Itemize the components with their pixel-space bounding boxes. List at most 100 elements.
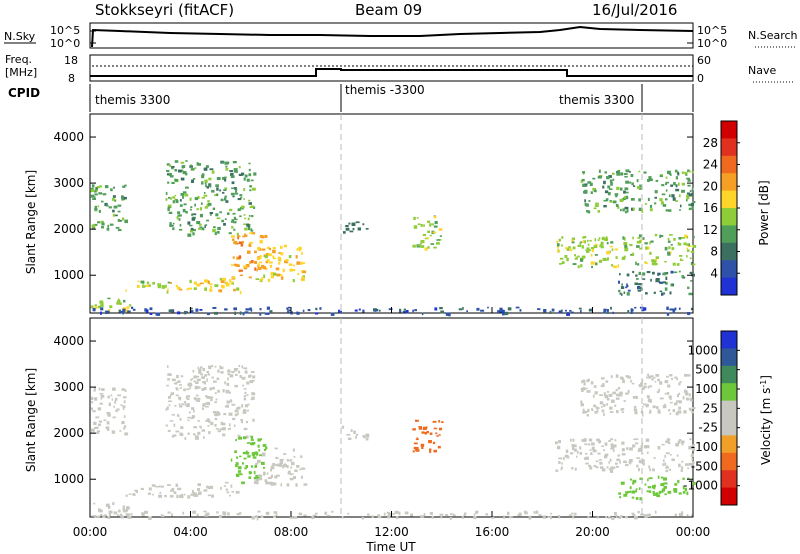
echo-cell xyxy=(186,288,189,291)
echo-cell xyxy=(585,203,589,207)
echo-cell xyxy=(230,172,234,177)
echo-cell xyxy=(619,273,621,276)
echo-cell xyxy=(609,458,612,462)
echo-cell xyxy=(652,468,655,472)
echo-cell xyxy=(248,476,252,479)
echo-cell xyxy=(180,494,184,499)
echo-cell xyxy=(266,246,270,249)
echo-cell xyxy=(212,307,217,309)
station-title: Stokkseyri (fitACF) xyxy=(95,1,234,19)
echo-cell xyxy=(246,223,250,227)
echo-cell xyxy=(590,261,595,265)
echo-cell xyxy=(258,449,261,452)
echo-cell xyxy=(424,432,428,435)
echo-cell xyxy=(403,308,406,311)
echo-cell xyxy=(261,461,265,465)
echo-cell xyxy=(621,448,625,452)
echo-cell xyxy=(623,400,626,402)
echo-cell xyxy=(277,256,281,260)
echo-cell xyxy=(678,242,682,246)
echo-cell xyxy=(438,228,443,231)
echo-cell xyxy=(572,447,575,451)
echo-cell xyxy=(648,176,652,180)
echo-cell xyxy=(410,513,413,517)
echo-cell xyxy=(675,176,678,180)
echo-cell xyxy=(643,171,647,174)
echo-cell xyxy=(204,206,208,209)
echo-cell xyxy=(94,427,98,430)
echo-cell xyxy=(206,378,208,382)
echo-cell xyxy=(300,279,305,282)
echo-cell xyxy=(293,264,295,267)
echo-cell xyxy=(453,514,456,517)
echo-cell xyxy=(565,309,567,312)
echo-cell xyxy=(244,174,248,178)
echo-cell xyxy=(590,262,593,265)
echo-cell xyxy=(229,208,233,212)
echo-cell xyxy=(194,385,199,390)
echo-cell xyxy=(270,272,275,276)
echo-cell xyxy=(641,413,644,417)
echo-cell xyxy=(101,388,105,391)
echo-cell xyxy=(632,444,636,448)
echo-cell xyxy=(220,421,224,425)
echo-cell xyxy=(412,309,414,313)
echo-cell xyxy=(587,239,589,242)
echo-cell xyxy=(214,413,218,417)
noise-right-tick-bottom: 10^0 xyxy=(697,37,727,50)
echo-cell xyxy=(288,255,292,259)
echo-cell xyxy=(214,424,217,427)
echo-cell xyxy=(331,510,334,513)
echo-cell xyxy=(252,393,256,396)
echo-cell xyxy=(617,454,621,457)
echo-cell xyxy=(187,383,190,387)
echo-cell xyxy=(265,511,270,515)
echo-cell xyxy=(637,510,640,514)
echo-cell xyxy=(659,175,663,178)
echo-cell xyxy=(127,516,132,519)
echo-cell xyxy=(174,194,177,197)
echo-cell xyxy=(445,514,449,516)
colorbar-tick-label: 12 xyxy=(703,223,718,237)
echo-cell xyxy=(655,256,659,259)
echo-cell xyxy=(226,382,228,386)
echo-cell xyxy=(166,163,170,166)
echo-cell xyxy=(185,396,188,399)
echo-cell xyxy=(689,257,692,260)
echo-cell xyxy=(201,407,204,410)
echo-cell xyxy=(614,193,619,196)
echo-cell xyxy=(143,510,148,514)
echo-cell xyxy=(648,465,650,469)
echo-cell xyxy=(182,191,187,194)
echo-cell xyxy=(199,223,202,226)
echo-cell xyxy=(528,516,531,520)
echo-cell xyxy=(653,457,656,459)
echo-cell xyxy=(649,208,653,212)
echo-cell xyxy=(256,478,260,481)
echo-cell xyxy=(219,366,224,370)
echo-cell xyxy=(591,265,593,269)
cpid-segment-1: themis 3300 xyxy=(95,93,170,107)
echo-cell xyxy=(583,382,586,386)
echo-cell xyxy=(645,514,648,517)
echo-cell xyxy=(268,247,271,251)
echo-cell xyxy=(599,244,603,248)
colorbar-tick-label: 8 xyxy=(710,245,718,259)
echo-cell xyxy=(426,237,429,239)
echo-cell xyxy=(675,169,678,173)
echo-cell xyxy=(190,379,192,381)
echo-cell xyxy=(463,512,467,515)
echo-cell xyxy=(191,407,195,410)
echo-cell xyxy=(231,491,234,493)
echo-cell xyxy=(254,451,258,455)
echo-cell xyxy=(98,423,101,427)
echo-cell xyxy=(166,173,171,176)
echo-cell xyxy=(197,420,200,422)
echo-cell xyxy=(676,377,678,381)
echo-cell xyxy=(685,243,689,246)
echo-cell xyxy=(107,414,111,417)
echo-cell xyxy=(682,485,685,490)
echo-cell xyxy=(610,445,615,449)
echo-cell xyxy=(599,459,602,461)
echo-cell xyxy=(97,221,101,224)
